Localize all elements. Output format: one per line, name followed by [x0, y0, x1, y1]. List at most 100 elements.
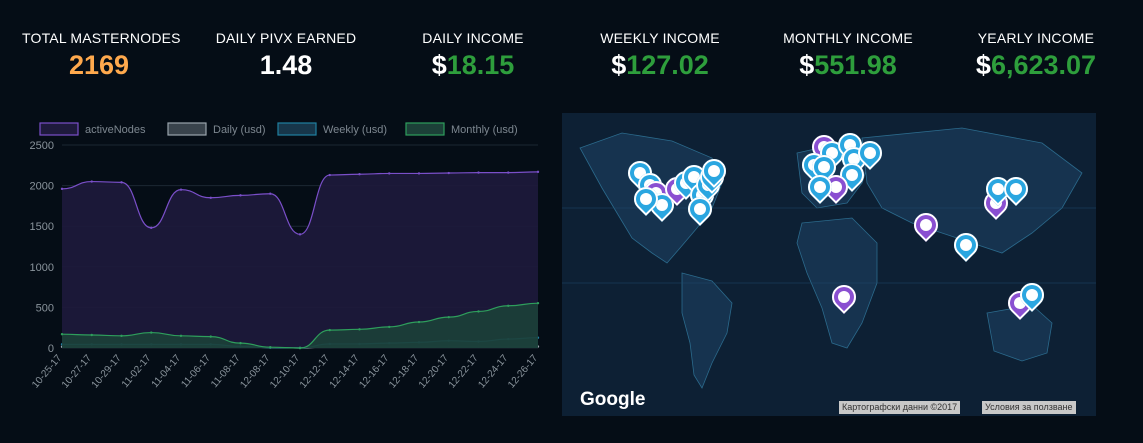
data-point: [239, 194, 242, 197]
data-point: [150, 226, 153, 230]
data-point: [388, 172, 391, 175]
south-america-shape: [681, 272, 733, 389]
data-point: [507, 304, 510, 307]
legend-swatch: [277, 122, 317, 136]
x-tick-label: 12-08-17: [238, 353, 272, 391]
stats-bar: TOTAL MASTERNODES 2169 DAILY PIVX EARNED…: [0, 0, 1143, 100]
legend-label: Monthly (usd): [451, 124, 518, 136]
series-area: [62, 171, 538, 348]
x-tick-label: 12-20-17: [417, 353, 451, 391]
stat-weekly-income: WEEKLY INCOME $127.02: [585, 30, 735, 81]
data-point: [90, 180, 93, 183]
data-point: [298, 233, 302, 236]
data-point: [447, 171, 450, 175]
stat-monthly-income: MONTHLY INCOME $551.98: [772, 30, 924, 81]
server-icon: [694, 203, 706, 215]
data-point: [60, 187, 64, 191]
data-point: [388, 325, 391, 329]
x-tick-label: 11-02-17: [120, 353, 154, 391]
x-tick-label: 12-24-17: [476, 353, 510, 391]
stat-value: $551.98: [772, 50, 924, 81]
data-point: [536, 301, 540, 305]
data-point: [239, 341, 242, 345]
y-tick-label: 1500: [30, 221, 54, 233]
server-icon: [992, 183, 1004, 195]
stat-number: 6,623.07: [990, 50, 1097, 80]
stat-value: $127.02: [585, 50, 735, 81]
x-tick-label: 10-27-17: [60, 353, 94, 391]
data-point: [536, 170, 540, 174]
data-point: [209, 196, 212, 199]
x-tick-label: 10-25-17: [30, 353, 64, 391]
y-tick-label: 0: [48, 343, 54, 355]
server-icon: [640, 193, 652, 205]
stat-yearly-income: YEARLY INCOME $6,623.07: [955, 30, 1117, 81]
data-point: [358, 173, 361, 176]
x-tick-label: 12-18-17: [387, 353, 421, 391]
data-point: [120, 181, 123, 184]
currency-symbol: $: [431, 50, 447, 80]
data-point: [298, 346, 302, 350]
y-tick-label: 1000: [30, 262, 54, 274]
stat-daily-income: DAILY INCOME $18.15: [410, 30, 536, 81]
server-icon: [818, 161, 830, 173]
stat-value: 1.48: [212, 50, 360, 81]
legend-label: activeNodes: [85, 124, 146, 136]
data-point: [90, 333, 93, 337]
stat-label: DAILY INCOME: [422, 30, 524, 46]
stat-number: 1.48: [259, 50, 313, 80]
server-icon: [920, 219, 932, 231]
masternode-chart: 0 500 1000 1500 2000 2500 10-25-1710-27-1710-2…: [30, 122, 541, 391]
server-icon: [864, 147, 876, 159]
currency-symbol: $: [611, 50, 627, 80]
map-terms-link[interactable]: Условия за ползване: [982, 401, 1076, 414]
stat-label: TOTAL MASTERNODES: [22, 30, 181, 46]
data-point: [328, 328, 331, 332]
data-point: [120, 334, 123, 338]
map-attribution: Картографски данни ©2017: [839, 401, 961, 414]
x-tick-label: 12-14-17: [328, 353, 362, 391]
stat-daily-pivx: DAILY PIVX EARNED 1.48: [212, 30, 360, 81]
stat-value: $18.15: [410, 50, 536, 81]
data-point: [507, 171, 510, 174]
data-point: [269, 345, 272, 349]
stat-label: DAILY PIVX EARNED: [215, 30, 357, 46]
y-tick-label: 2000: [30, 181, 54, 193]
server-icon: [814, 181, 826, 193]
x-tick-label: 11-04-17: [150, 353, 184, 391]
server-icon: [708, 165, 720, 177]
stat-number: 18.15: [446, 50, 515, 80]
x-tick-label: 12-10-17: [268, 353, 302, 391]
world-map[interactable]: [562, 113, 1096, 416]
stat-value: 2169: [22, 50, 176, 81]
data-point: [447, 315, 450, 319]
stat-label: WEEKLY INCOME: [600, 30, 720, 46]
stat-number: 551.98: [814, 50, 897, 80]
data-point: [477, 171, 480, 174]
stat-value: $6,623.07: [955, 50, 1117, 81]
server-icon: [846, 169, 858, 181]
y-tick-label: 500: [36, 302, 54, 314]
server-icon: [960, 239, 972, 251]
data-point: [150, 331, 153, 334]
data-point: [60, 332, 64, 336]
legend-swatch: [405, 122, 445, 136]
data-point: [358, 328, 361, 331]
data-point: [417, 320, 421, 324]
stat-label: MONTHLY INCOME: [783, 30, 913, 46]
server-icon: [1026, 289, 1038, 301]
stat-total-masternodes: TOTAL MASTERNODES 2169: [22, 30, 181, 81]
stat-number: 2169: [68, 50, 130, 80]
data-point: [209, 335, 212, 338]
stat-number: 127.02: [626, 50, 709, 80]
x-tick-label: 12-16-17: [357, 353, 391, 391]
legend-label: Daily (usd): [213, 124, 266, 136]
data-point: [417, 172, 421, 175]
server-icon: [838, 291, 850, 303]
legend-label: Weekly (usd): [323, 124, 387, 136]
server-icon: [1010, 183, 1022, 195]
legend-swatch: [167, 122, 207, 136]
data-point: [328, 173, 331, 177]
x-tick-label: 11-06-17: [179, 353, 213, 391]
y-tick-label: 2500: [30, 140, 54, 152]
